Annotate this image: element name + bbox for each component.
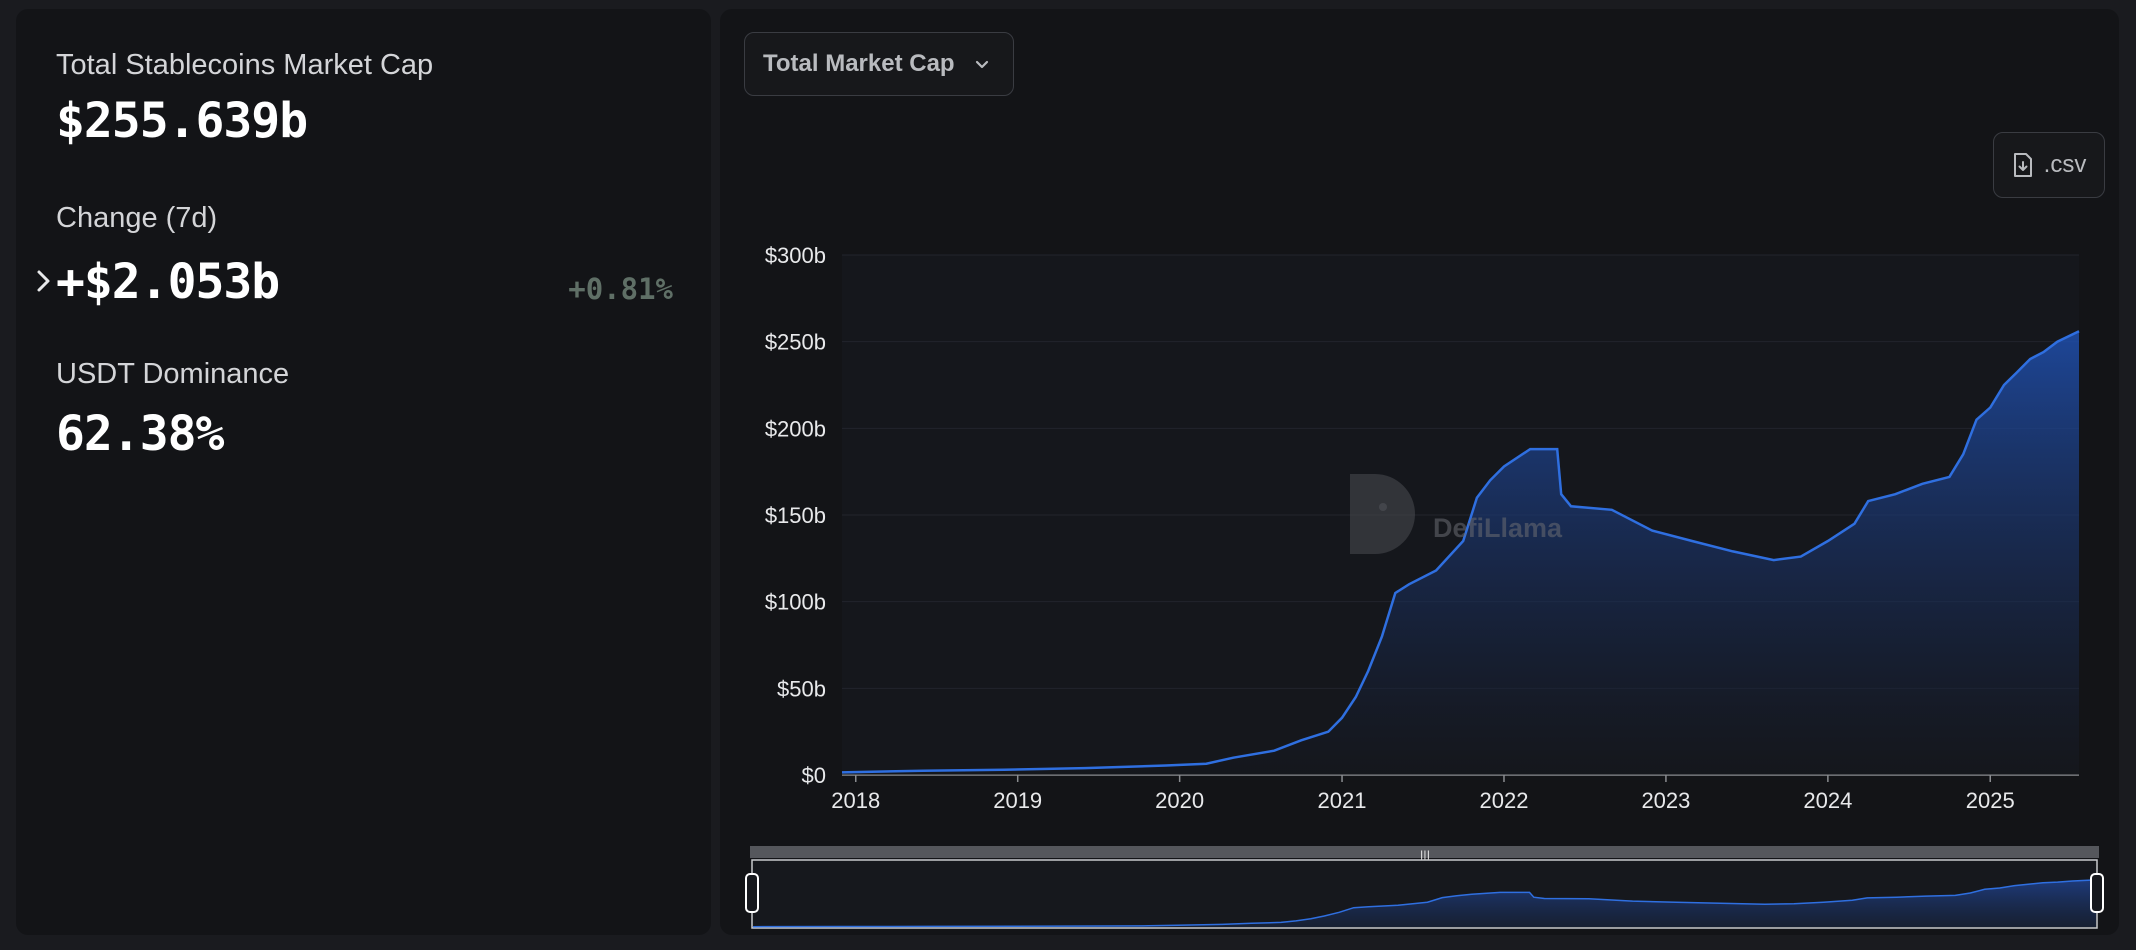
change-percent: +0.81% <box>568 272 673 306</box>
stats-panel: Total Stablecoins Market Cap $255.639b C… <box>16 9 711 935</box>
download-csv-button[interactable]: .csv <box>1993 132 2105 198</box>
market-cap-line <box>841 330 2080 774</box>
watermark: DefiLlama <box>1350 474 1563 554</box>
x-tick-label: 2021 <box>1318 788 1367 813</box>
x-tick-label: 2019 <box>993 788 1042 813</box>
slider-track-bar <box>750 846 2099 858</box>
y-tick-label: $100b <box>765 590 826 615</box>
change-label: Change (7d) <box>56 202 218 234</box>
market-cap-value: $255.639b <box>56 93 308 149</box>
slider-handle-right[interactable] <box>2090 873 2104 913</box>
csv-label: .csv <box>2043 151 2087 178</box>
market-cap-label: Total Stablecoins Market Cap <box>56 49 434 81</box>
mini-overview-area <box>753 879 2096 927</box>
x-tick-label: 2025 <box>1966 788 2015 813</box>
y-tick-label: $200b <box>765 416 826 441</box>
slider-grip-icon[interactable]: ||| <box>1420 850 1430 861</box>
expand-chevron-icon[interactable] <box>26 264 60 298</box>
y-tick-label: $50b <box>777 676 826 701</box>
x-tick-label: 2024 <box>1803 788 1852 813</box>
y-tick-label: $250b <box>765 330 826 355</box>
x-tick-label: 2022 <box>1480 788 1529 813</box>
market-cap-chart: $0 $50b $100b $150b $200b $250b $300b 2018 2019… <box>745 243 2104 929</box>
market-cap-area <box>842 331 2079 775</box>
x-tick-label: 2023 <box>1641 788 1690 813</box>
x-tick-label: 2020 <box>1155 788 1204 813</box>
y-tick-label: $0 <box>802 763 826 788</box>
range-slider[interactable]: ||| <box>745 846 2104 929</box>
chevron-down-icon <box>975 60 988 69</box>
file-download-icon <box>2013 153 2032 177</box>
watermark-text: DefiLlama <box>1433 513 1563 543</box>
mini-overview-line <box>752 879 2097 928</box>
dominance-label: USDT Dominance <box>56 358 290 390</box>
defillama-logo-icon <box>1350 474 1415 554</box>
y-tick-label: $150b <box>765 503 826 528</box>
dropdown-selected-label: Total Market Cap <box>763 50 955 77</box>
change-value: +$2.053b <box>56 254 280 310</box>
slider-handle-left[interactable] <box>745 873 759 913</box>
x-tick-label: 2018 <box>831 788 880 813</box>
y-tick-label: $300b <box>765 243 826 268</box>
chart-panel: Total Market Cap .csv $0 $50b $100b $150b $2… <box>720 9 2119 935</box>
dominance-value: 62.38% <box>56 406 224 462</box>
chart-type-dropdown[interactable]: Total Market Cap <box>744 32 1014 96</box>
